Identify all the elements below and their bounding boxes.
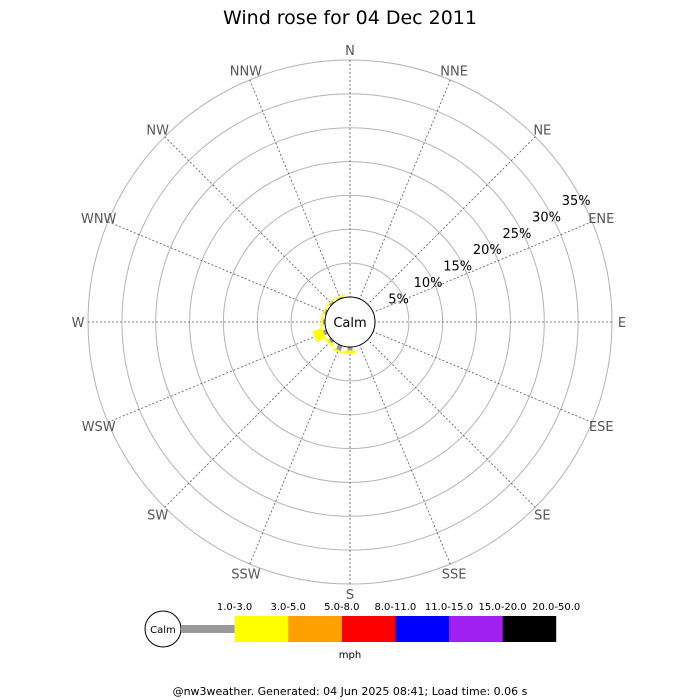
calm-label: Calm [333, 316, 366, 331]
ring-5 [155, 127, 545, 517]
direction-label-se: SE [534, 508, 550, 523]
direction-label-wsw: WSW [82, 420, 116, 435]
legend-swatch-1 [234, 616, 289, 642]
petal-nw-bin-1 [326, 298, 335, 307]
petal-wsw-bin-1 [312, 327, 326, 342]
legend-swatch-3 [341, 616, 396, 642]
ring-label-1: 5% [388, 293, 409, 308]
ring-3 [222, 194, 478, 450]
legend-range-0: 1.0-3.0 [217, 602, 252, 613]
ring-1 [290, 262, 410, 382]
direction-label-sse: SSE [442, 567, 467, 582]
direction-label-nw: NW [146, 124, 169, 139]
direction-label-ese: ESE [589, 420, 614, 435]
legend-range-2: 5.0-8.0 [324, 602, 359, 613]
petal-wsw-bin-0 [322, 329, 328, 336]
petal-nnw-bin-1 [334, 294, 346, 300]
ring-label-6: 30% [532, 210, 561, 225]
petal-wnw-bin-1 [321, 306, 328, 317]
ring-label-5: 25% [502, 227, 531, 242]
speed-legend: Calm mph 1.0-3.0 3.0-5.0 5.0-8.0 8.0-11.0 11… [144, 602, 580, 661]
direction-label-wnw: WNW [81, 212, 117, 227]
legend-swatch-5 [449, 616, 503, 642]
direction-label-ssw: SSW [231, 567, 261, 582]
legend-swatch-0 [181, 625, 235, 633]
direction-label-sw: SW [147, 508, 168, 523]
petal-sw-bin-1 [324, 337, 335, 348]
ring-label-4: 20% [473, 243, 502, 258]
direction-label-nne: NNE [440, 65, 468, 80]
direction-label-s: S [346, 588, 354, 603]
direction-label-ne: NE [533, 124, 551, 139]
direction-label-w: W [72, 316, 85, 331]
legend-calm-label: Calm [150, 625, 176, 636]
direction-label-n: N [345, 44, 355, 59]
ring-label-3: 15% [443, 260, 472, 275]
legend-range-1: 3.0-5.0 [270, 602, 305, 613]
direction-labels: N NNE NE ENE E ESE SE SSE S SSW SW WSW W WNW NW NNW [72, 44, 627, 603]
ring-label-2: 10% [414, 276, 443, 291]
ring-percent-labels: 5% 10%15%20%25%30%35% [388, 194, 590, 308]
legend-swatch-2 [288, 616, 342, 642]
calm-circle [324, 296, 376, 348]
legend-unit: mph [339, 650, 361, 661]
ring-label-7: 35% [562, 194, 591, 209]
calm-center: Calm [324, 296, 376, 348]
legend-range-3: 8.0-11.0 [375, 602, 417, 613]
legend-range-5: 15.0-20.0 [479, 602, 527, 613]
direction-label-ene: ENE [588, 212, 614, 227]
chart-title: Wind rose for 04 Dec 2011 [223, 7, 477, 29]
wind-petals [312, 294, 356, 355]
petal-ssw-bin-1 [332, 347, 344, 355]
legend-range-6: 20.0-50.0 [532, 602, 580, 613]
legend-swatch-4 [395, 616, 449, 642]
legend-swatch-6 [502, 616, 557, 642]
direction-label-nnw: NNW [230, 65, 262, 80]
legend-range-4: 11.0-15.0 [425, 602, 473, 613]
petal-ssw-bin-0 [336, 344, 343, 352]
direction-label-e: E [618, 316, 626, 331]
footer-status: @nw3weather. Generated: 04 Jun 2025 08:4… [173, 685, 528, 698]
